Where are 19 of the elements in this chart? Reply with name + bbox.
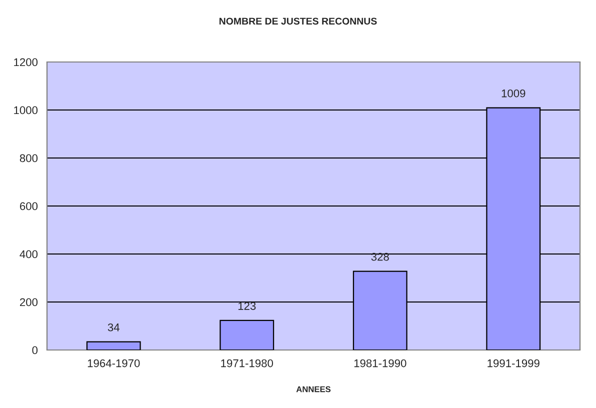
- x-tick-label: 1971-1980: [221, 359, 274, 368]
- y-tick-label: 400: [20, 250, 38, 258]
- y-tick-label: 800: [20, 154, 38, 162]
- data-label: 1009: [502, 89, 526, 98]
- y-tick-label: 1200: [14, 58, 38, 66]
- data-label: 328: [371, 252, 389, 261]
- y-tick-label: 1000: [14, 106, 38, 114]
- chart-title: NOMBRE DE JUSTES RECONNUS: [220, 18, 377, 25]
- x-tick-label: 1964-1970: [88, 359, 140, 368]
- y-tick-label: 0: [32, 346, 38, 354]
- bar: [86, 341, 141, 350]
- data-label: 123: [238, 302, 256, 310]
- y-tick-label: 200: [20, 298, 38, 306]
- x-tick-label: 1981-1990: [354, 359, 406, 368]
- bar: [220, 320, 274, 350]
- data-label: 34: [108, 323, 120, 332]
- x-axis-title: ANNEES: [296, 386, 331, 392]
- y-tick-label: 600: [20, 202, 38, 210]
- x-tick-label: 1991-1999: [488, 359, 540, 368]
